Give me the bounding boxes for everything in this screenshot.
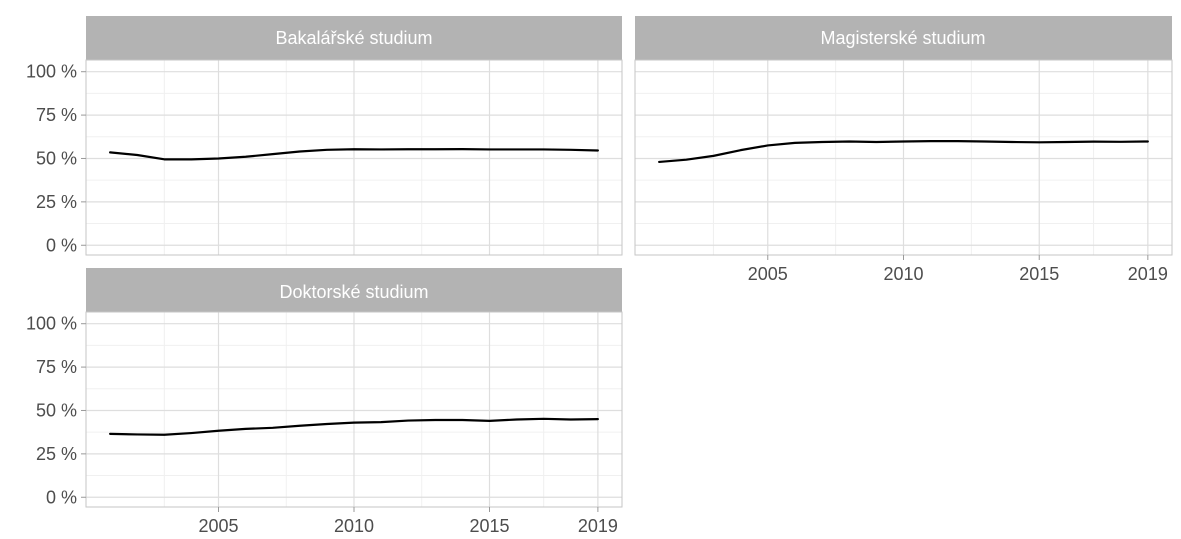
x-tick-label: 2005 [198,516,238,536]
y-tick-label: 75 % [36,357,77,377]
panel-border [85,59,623,256]
panel-bakalarske: Bakalářské studium 0 % 25 % 50 % 75 % 100 % [26,16,623,256]
series-line [109,148,599,161]
y-tick-label: 0 % [46,235,77,255]
x-tick-label: 2019 [578,516,618,536]
x-tick-label: 2010 [883,264,923,284]
y-tick-label: 25 % [36,444,77,464]
panel-magisterske: Magisterské studium 2005 2010 2015 2019 [634,16,1173,284]
y-tick-label: 100 % [26,314,77,334]
x-tick-label: 2015 [1019,264,1059,284]
series-line [658,140,1149,164]
panel-strip [86,16,622,60]
panel-title: Doktorské studium [279,282,428,302]
x-tick-label: 2010 [334,516,374,536]
y-tick-label: 25 % [36,192,77,212]
y-tick-label: 100 % [26,62,77,82]
plot-area: 0 % 25 % 50 % 75 % 100 % [26,59,623,256]
plot-area: 0 % 25 % 50 % 75 % 100 % 2005 2010 2015 2019 [26,311,623,536]
y-tick-label: 50 % [36,400,77,420]
y-tick-label: 75 % [36,105,77,125]
series-line [109,417,599,436]
plot-area: 2005 2010 2015 2019 [634,59,1173,284]
x-tick-label: 2005 [748,264,788,284]
x-tick-label: 2019 [1128,264,1168,284]
panel-strip [86,268,622,312]
panel-strip [635,16,1172,60]
y-tick-label: 50 % [36,148,77,168]
panel-title: Magisterské studium [820,28,985,48]
panel-title: Bakalářské studium [275,28,432,48]
y-tick-label: 0 % [46,487,77,507]
panel-doktorske: Doktorské studium 0 % 25 % 50 % 75 % 100 % 20… [26,268,623,536]
x-tick-label: 2015 [469,516,509,536]
